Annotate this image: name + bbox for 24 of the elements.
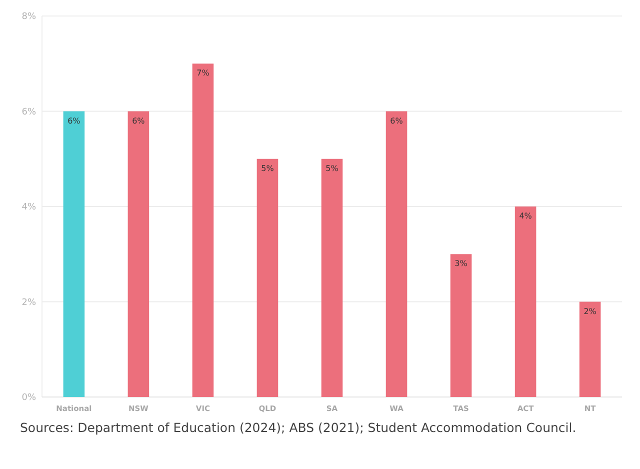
bar xyxy=(386,111,408,397)
bar xyxy=(192,64,214,397)
y-tick-label: 8% xyxy=(22,12,36,22)
bar xyxy=(514,206,536,397)
data-label: 7% xyxy=(196,68,210,78)
bar xyxy=(128,111,150,397)
y-tick-label: 6% xyxy=(22,107,36,118)
data-label: 4% xyxy=(519,212,532,220)
bar xyxy=(579,302,601,397)
y-tick-label: 4% xyxy=(22,202,36,213)
data-label: 5% xyxy=(261,164,274,173)
bar xyxy=(63,111,85,397)
data-label: 6% xyxy=(68,116,81,126)
bar xyxy=(450,254,472,397)
bar xyxy=(256,158,278,397)
y-tick-label: 2% xyxy=(22,298,36,308)
data-label: 6% xyxy=(132,116,146,126)
bar xyxy=(321,158,343,397)
y-tick-label: 0% xyxy=(22,393,36,404)
data-label: 2% xyxy=(584,306,597,316)
data-label: 3% xyxy=(454,259,468,268)
source-note: Sources: Department of Education (2024); ABS (2021); Student Accommodation Council. xyxy=(20,420,576,435)
data-label: 6% xyxy=(390,116,404,126)
data-label: 5% xyxy=(326,164,339,173)
